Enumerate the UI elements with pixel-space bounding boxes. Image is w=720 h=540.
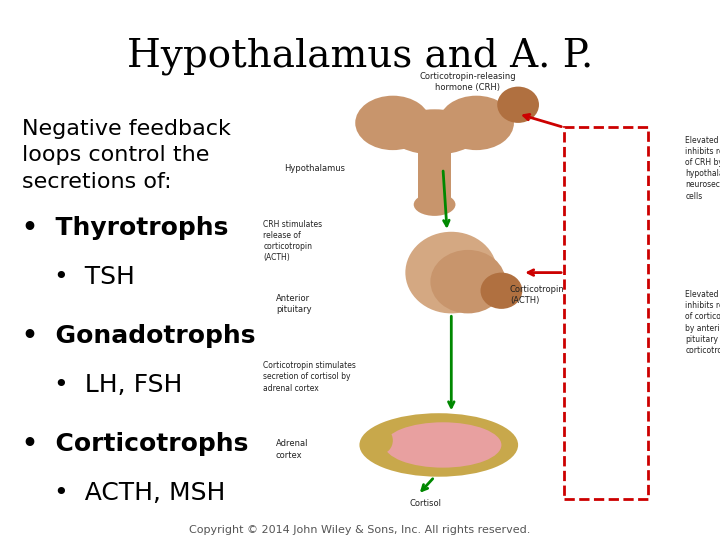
Ellipse shape (498, 86, 539, 123)
Ellipse shape (405, 232, 498, 313)
Ellipse shape (414, 193, 456, 216)
Text: •  Corticotrophs: • Corticotrophs (22, 432, 248, 456)
Text: Corticotropin
(ACTH): Corticotropin (ACTH) (510, 285, 564, 305)
Text: Adrenal
cortex: Adrenal cortex (276, 440, 308, 460)
Text: •  Gonadotrophs: • Gonadotrophs (22, 324, 255, 348)
Ellipse shape (389, 109, 480, 154)
Ellipse shape (359, 413, 518, 477)
Text: •  ACTH, MSH: • ACTH, MSH (22, 481, 225, 504)
Bar (259, 59, 677, 513)
Text: Elevated cortisol
inhibits release
of CRH by
hypothalamic
neurosecretory
cells: Elevated cortisol inhibits release of CR… (685, 136, 720, 200)
Text: Negative feedback
loops control the
secretions of:: Negative feedback loops control the secr… (22, 119, 230, 192)
Text: Copyright © 2014 John Wiley & Sons, Inc. All rights reserved.: Copyright © 2014 John Wiley & Sons, Inc.… (189, 524, 531, 535)
Text: CRH stimulates
release of
corticotropin
(ACTH): CRH stimulates release of corticotropin … (264, 220, 323, 262)
Ellipse shape (355, 96, 431, 150)
Text: •  TSH: • TSH (22, 265, 135, 288)
Ellipse shape (368, 427, 393, 454)
Text: Corticotropin-releasing
hormone (CRH): Corticotropin-releasing hormone (CRH) (420, 72, 516, 92)
Text: •  LH, FSH: • LH, FSH (22, 373, 182, 396)
Text: Hypothalamus and A. P.: Hypothalamus and A. P. (127, 38, 593, 75)
Bar (418, 132, 451, 205)
Ellipse shape (384, 422, 501, 468)
Bar (564, 127, 647, 500)
Text: •  Thyrotrophs: • Thyrotrophs (22, 216, 228, 240)
Ellipse shape (438, 96, 514, 150)
Text: Elevated cortisol
inhibits release
of corticotropin
by anterior
pituitary
cortic: Elevated cortisol inhibits release of co… (685, 290, 720, 355)
Ellipse shape (431, 250, 505, 313)
Ellipse shape (480, 273, 522, 309)
Text: Hypothalamus: Hypothalamus (284, 164, 346, 173)
Text: Anterior
pituitary: Anterior pituitary (276, 294, 312, 314)
Text: Cortisol: Cortisol (410, 500, 441, 509)
Text: Corticotropin stimulates
secretion of cortisol by
adrenal cortex: Corticotropin stimulates secretion of co… (264, 361, 356, 393)
